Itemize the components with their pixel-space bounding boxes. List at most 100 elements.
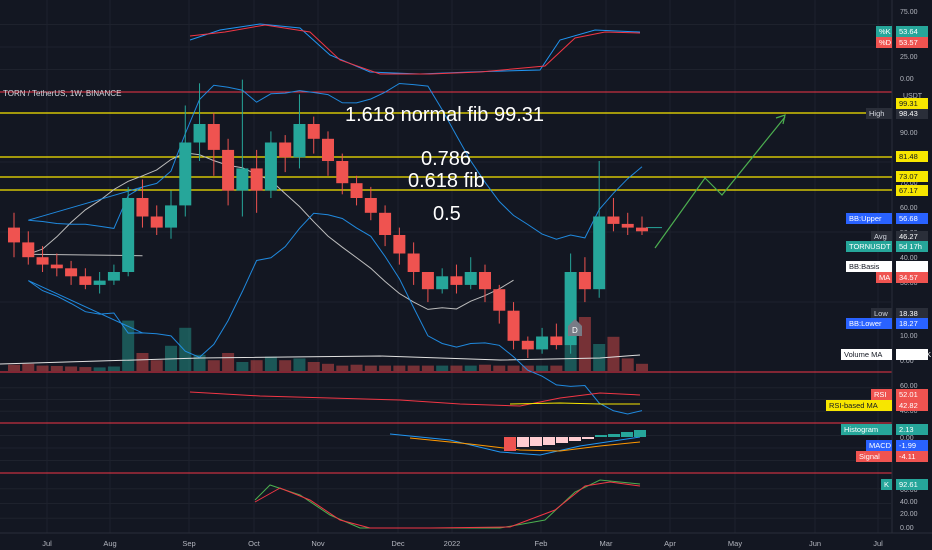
macd-histogram-bar — [582, 437, 594, 439]
rsi-line — [189, 391, 641, 407]
price-tag-value: 5d 17h — [899, 242, 922, 251]
candle[interactable] — [50, 253, 63, 277]
candle[interactable] — [8, 212, 20, 258]
time-tick: Mar — [600, 539, 613, 548]
candle[interactable] — [436, 268, 449, 294]
candle[interactable] — [407, 242, 420, 285]
candle[interactable] — [379, 205, 392, 247]
candle[interactable] — [507, 302, 520, 350]
dividend-marker-shape — [568, 319, 582, 336]
volume-ma-line — [0, 354, 641, 365]
candle[interactable] — [250, 149, 263, 213]
price-tag-name-box — [841, 424, 892, 435]
candle[interactable] — [521, 336, 534, 359]
price-tag: Histogram 2.13 — [841, 424, 928, 435]
volume-bar — [179, 327, 192, 371]
candle[interactable] — [578, 257, 591, 303]
candle[interactable] — [550, 323, 563, 350]
candle-body — [550, 336, 563, 346]
candle[interactable] — [421, 272, 434, 303]
candle-body — [22, 242, 35, 258]
candle[interactable] — [536, 327, 549, 354]
candle[interactable] — [36, 246, 49, 272]
candle[interactable] — [393, 227, 406, 265]
candle[interactable] — [593, 161, 606, 298]
candle[interactable] — [364, 186, 377, 221]
price-tag-value-box — [896, 349, 928, 360]
fib-1618-annotation: 1.618 normal fib 99.31 — [345, 104, 544, 126]
candle[interactable] — [165, 190, 177, 239]
candle-body — [507, 310, 520, 341]
time-tick: Jul — [873, 539, 883, 548]
price-tag-value-box — [896, 400, 928, 411]
price-tag-value-box — [896, 213, 928, 224]
price-tick: 10.00 — [900, 333, 918, 340]
candle-body — [107, 272, 120, 281]
price-tag: MA 34.57 — [876, 272, 928, 283]
candle-body — [8, 227, 20, 243]
candle[interactable] — [464, 257, 477, 290]
candle[interactable] — [207, 112, 220, 176]
candle[interactable] — [136, 179, 149, 228]
candle[interactable] — [79, 268, 92, 290]
candle[interactable] — [607, 198, 620, 232]
volume-bar — [79, 367, 92, 371]
time-tick: Sep — [182, 539, 195, 548]
candle[interactable] — [107, 264, 120, 285]
fib-price-tag-value: 73.07 — [899, 172, 918, 181]
candle[interactable] — [450, 264, 463, 294]
candle-body — [636, 227, 648, 232]
price-tag-name-box — [876, 272, 892, 283]
candle[interactable] — [150, 205, 163, 235]
candle-body — [136, 198, 149, 217]
candles[interactable] — [8, 79, 648, 359]
candle[interactable] — [307, 116, 320, 154]
candle[interactable] — [493, 284, 506, 324]
candle[interactable] — [279, 135, 292, 173]
candle[interactable] — [350, 175, 363, 206]
candle[interactable] — [65, 260, 78, 285]
candle[interactable] — [93, 272, 106, 294]
price-tag-value-box — [896, 479, 928, 490]
candle[interactable] — [122, 186, 135, 277]
price-tag: Signal -4.11 — [856, 451, 928, 462]
volume-bar — [521, 365, 534, 371]
candle[interactable] — [179, 105, 192, 217]
time-tick: 2022 — [444, 539, 461, 548]
candle[interactable] — [479, 264, 491, 303]
fib-price-tag-box — [896, 171, 928, 182]
volume-bar — [479, 364, 491, 371]
time-tick: Dec — [391, 539, 405, 548]
stoch-tick: 0.00 — [900, 76, 914, 83]
projection-arrowhead — [775, 114, 786, 125]
price-tag-value: 92.61 — [899, 480, 918, 489]
macd-histogram-bar — [621, 432, 633, 437]
candle[interactable] — [264, 131, 277, 198]
stoch2-tick: 0.00 — [900, 525, 914, 532]
projection-line[interactable] — [654, 116, 786, 249]
time-axis[interactable]: Jul Aug Sep Oct Nov Dec 2022 Feb Mar Apr May Jun Jul — [42, 539, 883, 548]
projection-path[interactable] — [654, 114, 786, 249]
price-tag-value: 34.57 — [899, 273, 918, 282]
candle[interactable] — [193, 83, 206, 161]
price-tag-name-box — [826, 400, 892, 411]
candle[interactable] — [621, 212, 634, 235]
volume-bar — [307, 362, 320, 371]
price-tag-name: BB:Basis — [849, 262, 880, 271]
candle[interactable] — [293, 94, 306, 169]
price-tag-value: 18.27 — [899, 319, 918, 328]
price-tag-value-box — [896, 308, 928, 319]
fib-price-tag-value: 67.17 — [899, 186, 918, 195]
candle[interactable] — [336, 153, 349, 195]
candle[interactable] — [236, 79, 249, 217]
volume-bar — [421, 365, 434, 371]
candle[interactable] — [22, 231, 35, 265]
price-tag: High 98.43 — [866, 108, 928, 119]
candle[interactable] — [636, 216, 648, 236]
volume-bar — [322, 363, 334, 371]
candle[interactable] — [322, 131, 334, 176]
candle[interactable] — [222, 138, 235, 206]
fib-levels[interactable] — [0, 112, 892, 191]
dividend-marker[interactable]: D — [568, 319, 582, 336]
